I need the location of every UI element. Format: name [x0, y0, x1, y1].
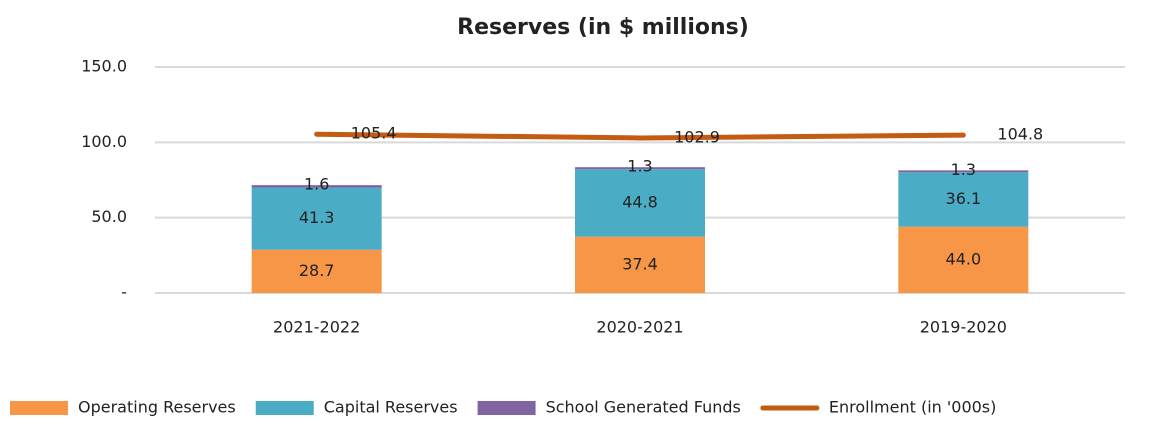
- data-label: 41.3: [299, 208, 335, 227]
- legend-swatch: [477, 401, 536, 415]
- data-label: 1.6: [304, 175, 329, 194]
- data-label: 102.9: [674, 127, 720, 146]
- legend-swatch: [255, 401, 314, 415]
- data-label: 28.7: [299, 261, 335, 280]
- y-tick-label: 50.0: [91, 207, 127, 226]
- bar-segment: [251, 185, 382, 188]
- data-label: 105.4: [351, 124, 397, 143]
- legend-label: Operating Reserves: [78, 398, 236, 417]
- y-tick-label: -: [121, 283, 127, 302]
- bar-segment: [575, 169, 705, 237]
- legend-label: School Generated Funds: [546, 398, 741, 417]
- bar-segment: [575, 167, 705, 170]
- data-label: 37.4: [622, 254, 658, 273]
- line-series: [314, 131, 966, 141]
- bar-segment: [898, 226, 1029, 293]
- legend-label: Enrollment (in '000s): [829, 398, 997, 417]
- x-tick-label: 2019-2020: [920, 318, 1007, 337]
- chart-title: Reserves (in $ millions): [457, 15, 749, 40]
- bar-segment: [251, 187, 382, 250]
- data-label: 1.3: [951, 160, 976, 179]
- data-label: 36.1: [946, 189, 982, 208]
- data-label: 1.3: [627, 157, 652, 176]
- bar-segment: [898, 170, 1029, 173]
- legend-swatch: [10, 401, 68, 415]
- bar-segment: [898, 172, 1029, 227]
- data-label: 44.8: [622, 192, 658, 211]
- data-label: 104.8: [997, 125, 1043, 144]
- y-tick-label: 100.0: [81, 132, 127, 151]
- bar-segment: [251, 249, 382, 293]
- legend-label: Capital Reserves: [324, 398, 458, 417]
- x-tick-label: 2020-2021: [596, 318, 683, 337]
- data-label: 44.0: [946, 249, 982, 268]
- bar-segment: [575, 236, 705, 293]
- y-tick-label: 150.0: [81, 57, 127, 76]
- x-tick-label: 2021-2022: [273, 318, 360, 337]
